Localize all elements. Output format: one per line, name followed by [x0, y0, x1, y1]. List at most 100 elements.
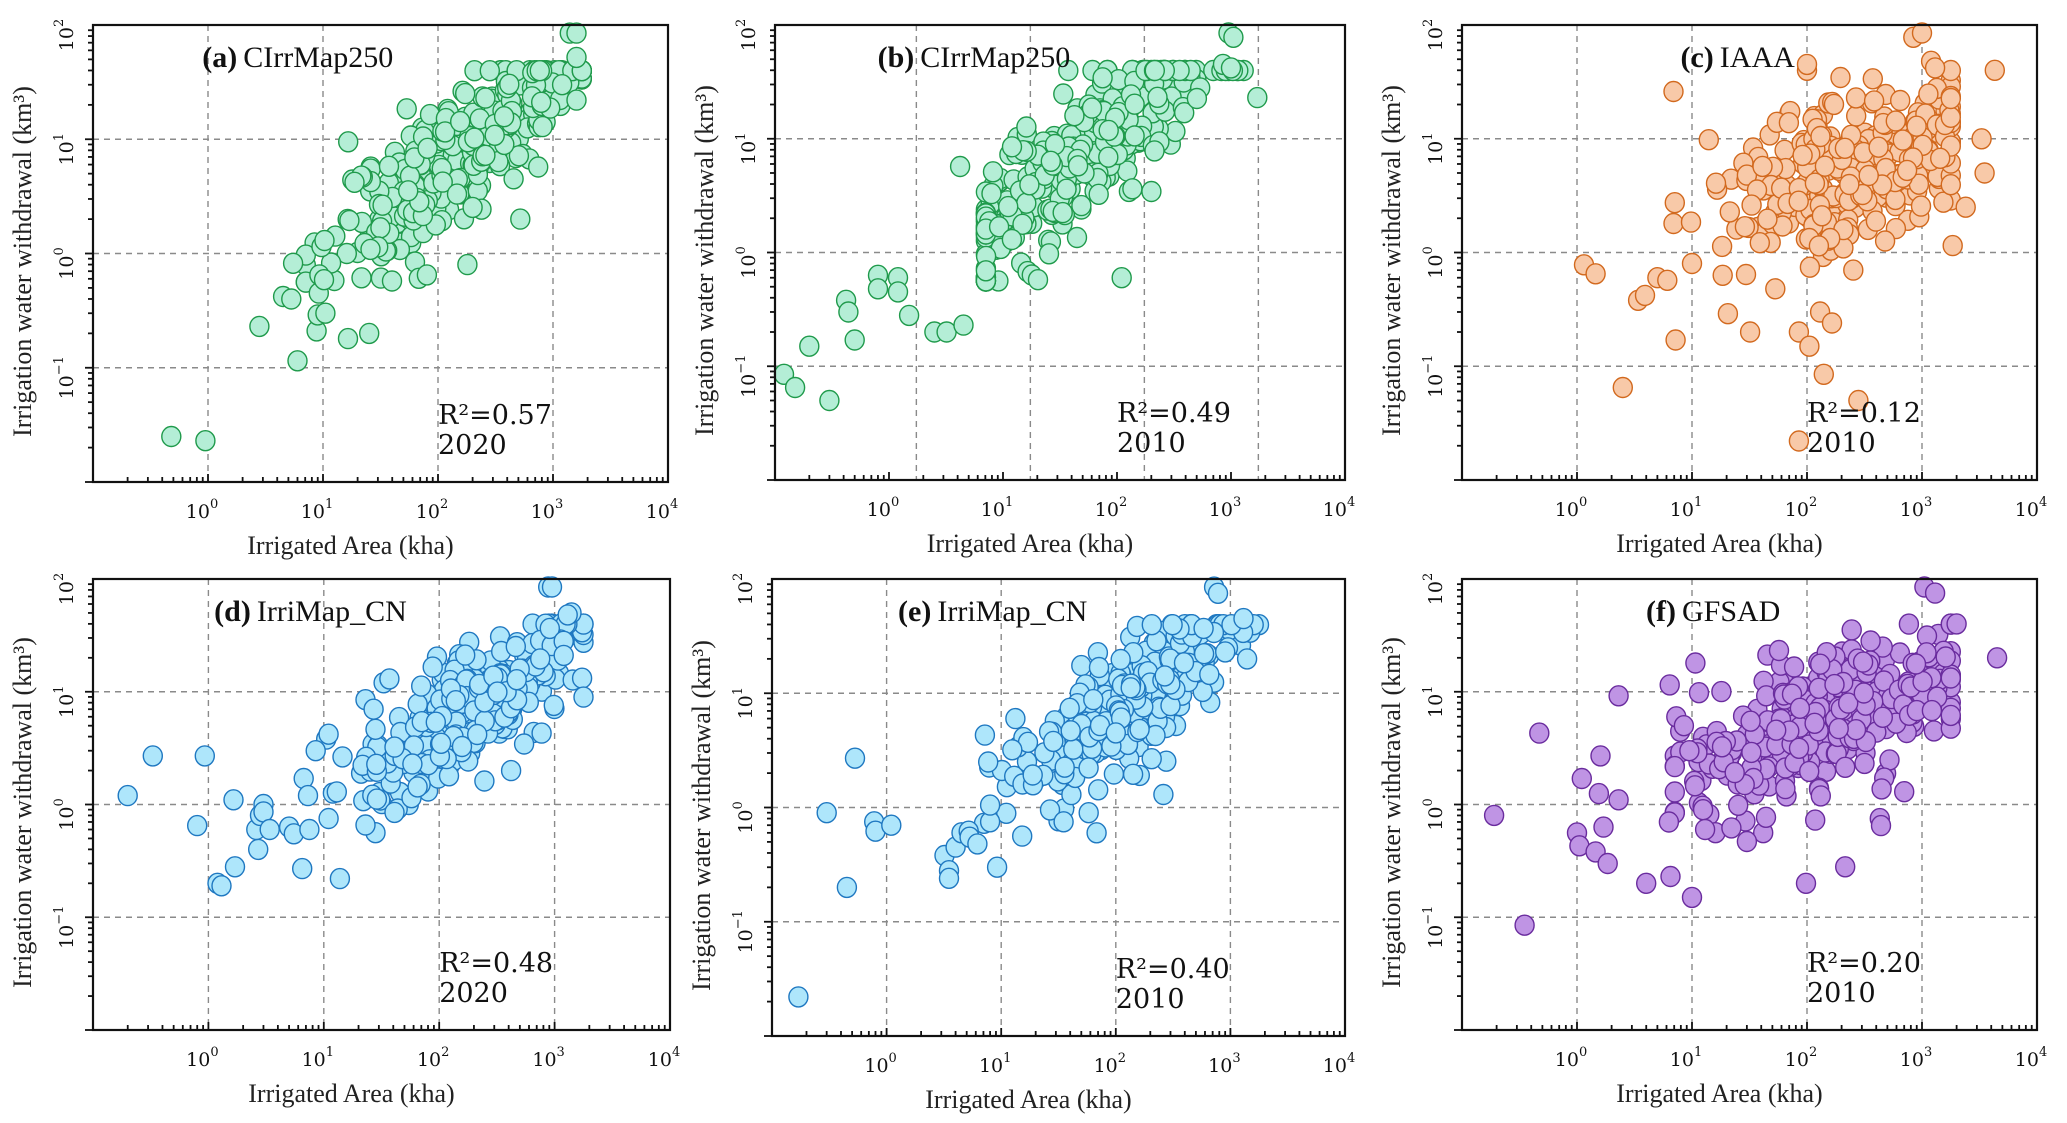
data-point: [248, 838, 269, 861]
data-point: [543, 694, 564, 717]
data-point: [1173, 652, 1195, 674]
y-tick-label: 10−1: [734, 355, 760, 398]
svg-text:100: 100: [731, 801, 757, 833]
data-point: [451, 735, 473, 758]
data-point: [510, 208, 531, 230]
data-point: [1717, 303, 1739, 325]
data-point: [1984, 59, 2006, 82]
data-point: [1012, 825, 1033, 847]
year-annotation: 2010: [1116, 984, 1185, 1015]
data-point: [1092, 67, 1113, 89]
data-point: [425, 711, 446, 733]
r2-annotation: R²=0.20: [1807, 948, 1921, 979]
data-point: [1083, 688, 1104, 711]
data-point: [1071, 194, 1092, 217]
x-tick-label: 100: [186, 1045, 218, 1071]
x-tick-label: 101: [301, 497, 333, 523]
svg-text:102: 102: [1421, 19, 1447, 51]
data-point: [366, 788, 388, 810]
data-point: [1830, 66, 1851, 89]
svg-text:101: 101: [52, 133, 78, 165]
panel-b: 100 101 102 103 104 10−1 100 101 102 Irrigated Ar…: [690, 19, 1355, 558]
data-point: [1016, 116, 1037, 138]
data-point: [1122, 178, 1143, 200]
data-point: [1752, 155, 1773, 178]
data-point: [1924, 582, 1946, 604]
data-point: [1193, 643, 1215, 665]
data-point: [541, 576, 563, 598]
data-point: [1765, 278, 1786, 300]
data-point: [1144, 59, 1166, 82]
y-axis-label: Irrigation water withdrawal (km³): [8, 86, 37, 437]
data-point: [1663, 212, 1684, 235]
data-point: [1768, 639, 1790, 662]
data-point: [1889, 89, 1911, 112]
data-point: [1078, 802, 1099, 824]
data-point: [967, 833, 988, 855]
data-point: [379, 668, 400, 690]
x-axis-label: Irrigated Area (kha): [925, 1085, 1131, 1114]
data-point: [1741, 741, 1762, 764]
x-tick-label: 100: [1555, 495, 1587, 521]
svg-text:100: 100: [1421, 246, 1447, 278]
data-point: [1659, 674, 1680, 696]
data-point: [1110, 648, 1131, 671]
svg-text:10−1: 10−1: [52, 906, 78, 949]
svg-text:101: 101: [731, 687, 757, 719]
year-annotation: 2020: [438, 430, 507, 461]
data-point: [1053, 811, 1074, 833]
data-point: [493, 105, 515, 128]
data-point: [1853, 682, 1875, 704]
data-point: [1823, 93, 1845, 116]
data-point: [1711, 680, 1732, 703]
data-point: [1834, 137, 1856, 160]
data-point: [1940, 704, 1962, 727]
data-point: [1081, 97, 1103, 119]
data-point: [1873, 670, 1895, 692]
panel-letter: (d): [214, 595, 251, 628]
panel-title: (f) GFSAD: [1646, 595, 1780, 628]
data-point: [1681, 886, 1703, 909]
data-point: [1233, 607, 1254, 630]
data-point: [1483, 804, 1505, 827]
data-point: [1664, 781, 1686, 803]
data-point: [259, 818, 280, 841]
data-point: [484, 124, 505, 147]
data-point: [1792, 144, 1813, 167]
data-point: [1571, 767, 1593, 790]
data-point: [282, 252, 304, 274]
data-point: [338, 131, 359, 153]
data-point: [1236, 648, 1258, 670]
data-point: [1778, 111, 1800, 134]
data-point: [949, 155, 971, 178]
data-point: [161, 425, 182, 448]
data-point: [370, 217, 391, 239]
y-axis-label: Irrigation water withdrawal (km³): [690, 85, 719, 436]
data-point: [1067, 155, 1089, 177]
data-point: [530, 648, 551, 670]
data-point: [467, 723, 488, 746]
data-point: [1893, 781, 1915, 803]
x-tick-label: 103: [1900, 1045, 1932, 1071]
data-point: [816, 802, 837, 824]
data-point: [1858, 164, 1879, 187]
data-point: [1129, 718, 1150, 741]
x-tick-label: 104: [2015, 495, 2047, 521]
data-point: [314, 229, 335, 252]
data-point: [1727, 794, 1749, 816]
data-point: [838, 301, 859, 323]
data-point: [1814, 155, 1836, 177]
data-point: [1879, 749, 1900, 771]
data-point: [292, 857, 313, 880]
data-point: [819, 389, 840, 412]
data-point: [1124, 125, 1145, 147]
svg-text:10−1: 10−1: [731, 910, 757, 953]
y-tick-label: 100: [731, 801, 757, 833]
data-point: [1804, 712, 1825, 734]
data-point: [1103, 763, 1125, 785]
data-point: [1799, 335, 1820, 357]
y-tick-label: 102: [734, 19, 760, 51]
data-point: [1757, 208, 1778, 230]
data-point: [1214, 641, 1236, 663]
data-point: [1724, 761, 1745, 784]
